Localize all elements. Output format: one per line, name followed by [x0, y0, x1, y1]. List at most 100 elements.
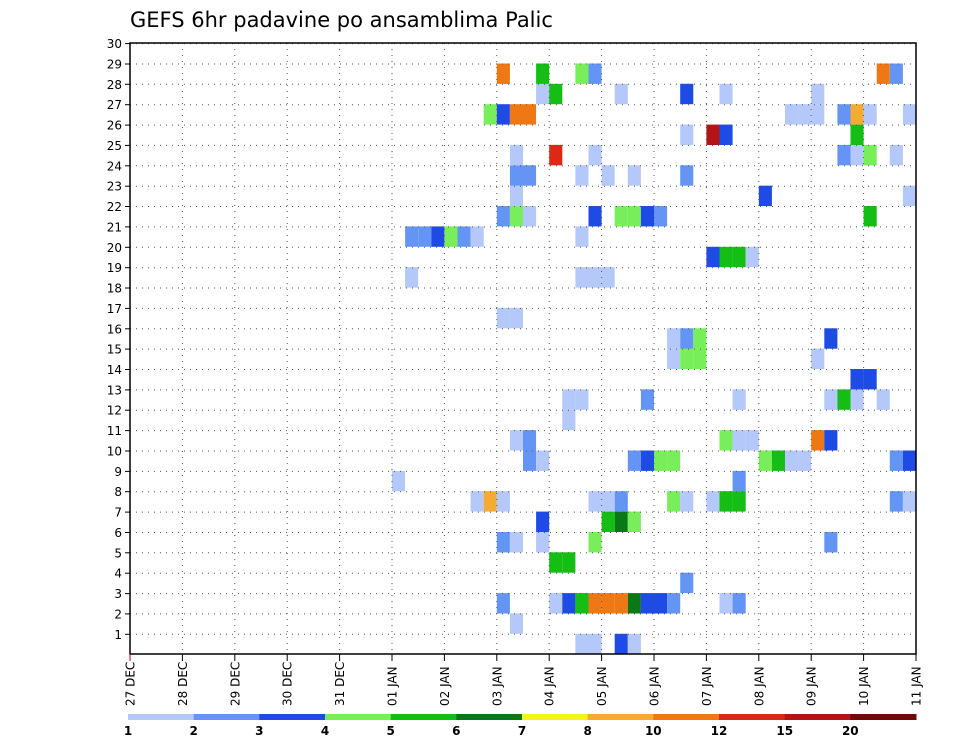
x-tick-label: 29 DEC — [228, 662, 242, 706]
legend-label: 15 — [776, 724, 793, 738]
heatmap-cell — [496, 593, 510, 614]
y-tick-label: 16 — [107, 322, 122, 336]
heatmap-cell — [405, 267, 419, 288]
heatmap-cell — [549, 83, 563, 105]
x-axis-ticks: 27 DEC 28 DEC 29 DEC 30 DEC 31 DEC 01 JAN 02 J… — [124, 654, 924, 706]
legend-swatch — [128, 714, 195, 720]
y-tick-label: 22 — [107, 200, 122, 214]
heatmap-cell — [588, 491, 602, 512]
heatmap-cell — [562, 593, 576, 614]
y-tick-label: 27 — [107, 98, 122, 112]
legend-label: 20 — [842, 724, 859, 738]
heatmap-cell — [706, 491, 720, 512]
y-tick-label: 3 — [114, 587, 122, 601]
heatmap-cell — [837, 144, 851, 166]
heatmap-cell — [719, 83, 733, 105]
x-tick-label: 28 DEC — [176, 662, 190, 706]
heatmap-cell — [601, 267, 615, 288]
heatmap-cell — [536, 450, 550, 471]
heatmap-cell — [627, 165, 641, 186]
heatmap-cell — [483, 491, 497, 512]
heatmap-cell — [771, 450, 785, 471]
heatmap-cell — [575, 226, 589, 247]
heatmap-cell — [588, 267, 602, 288]
heatmap-cell — [496, 307, 510, 329]
heatmap-cell — [509, 185, 523, 207]
legend-label: 5 — [387, 724, 395, 738]
heatmap-cell — [640, 450, 654, 471]
y-tick-label: 7 — [114, 506, 122, 520]
heatmap-cell — [719, 124, 733, 145]
gridlines — [130, 43, 916, 654]
heatmap-cell — [811, 430, 825, 451]
legend-label: 12 — [711, 724, 728, 738]
legend-swatch — [325, 714, 392, 720]
heatmap-cell — [601, 165, 615, 186]
heatmap-cell — [758, 450, 772, 471]
heatmap-cell — [876, 63, 890, 84]
heatmap-cell — [680, 124, 694, 145]
heatmap-cell — [614, 491, 628, 512]
heatmap-cell — [418, 226, 432, 247]
heatmap-cell — [483, 104, 497, 125]
heatmap-cell — [523, 430, 537, 451]
heatmap-cell — [640, 593, 654, 614]
heatmap-cell — [732, 430, 746, 451]
y-tick-label: 26 — [107, 119, 122, 133]
y-tick-label: 29 — [107, 58, 122, 72]
heatmap-cell — [719, 491, 733, 512]
heatmap-cell — [863, 206, 877, 227]
heatmap-cell — [732, 389, 746, 410]
y-tick-label: 12 — [107, 404, 122, 418]
heatmap-cell — [509, 144, 523, 166]
heatmap-cell — [536, 511, 550, 532]
heatmap-cell — [640, 389, 654, 410]
heatmap-cell — [667, 450, 681, 471]
x-tick-label: 03 JAN — [490, 666, 504, 706]
heatmap-cell — [667, 491, 681, 512]
x-tick-label: 05 JAN — [595, 666, 609, 706]
heatmap-cell — [549, 144, 563, 166]
heatmap-cell — [850, 369, 864, 390]
heatmap-cell — [667, 593, 681, 614]
y-tick-label: 21 — [107, 220, 122, 234]
heatmap-cell — [745, 246, 759, 268]
heatmap-cell — [732, 470, 746, 492]
heatmap-cell — [601, 491, 615, 512]
y-tick-label: 5 — [114, 546, 122, 560]
heatmap-cell — [902, 104, 916, 125]
legend-label: 6 — [452, 724, 460, 738]
heatmap-cell — [575, 165, 589, 186]
heatmap-cell — [601, 511, 615, 532]
heatmap-cell — [889, 491, 903, 512]
heatmap-cell — [863, 369, 877, 390]
heatmap-cell — [627, 450, 641, 471]
heatmap-cell — [614, 633, 628, 654]
heatmap-cell — [680, 572, 694, 594]
heatmap-cell — [654, 450, 668, 471]
heatmap-cell — [575, 593, 589, 614]
heatmap-cell — [732, 491, 746, 512]
heatmap-cell — [627, 593, 641, 614]
heatmap-cell — [523, 165, 537, 186]
heatmap-cell — [509, 104, 523, 125]
heatmap-cell — [850, 389, 864, 410]
y-tick-label: 1 — [114, 628, 122, 642]
y-tick-label: 17 — [107, 302, 122, 316]
legend-label: 10 — [645, 724, 662, 738]
heatmap-cell — [509, 430, 523, 451]
heatmap-cell — [523, 104, 537, 125]
x-tick-label: 02 JAN — [438, 666, 452, 706]
heatmap-cell — [680, 328, 694, 349]
y-tick-label: 13 — [107, 383, 122, 397]
heatmap-cell — [549, 593, 563, 614]
heatmap-cell — [509, 165, 523, 186]
heatmap-cell — [693, 348, 707, 369]
heatmap-cell — [536, 83, 550, 105]
y-tick-label: 9 — [114, 465, 122, 479]
heatmap-cell — [562, 409, 576, 431]
heatmap-cell — [719, 593, 733, 614]
heatmap-cell — [470, 226, 484, 247]
y-tick-label: 24 — [107, 159, 122, 173]
heatmap-cell — [575, 63, 589, 84]
